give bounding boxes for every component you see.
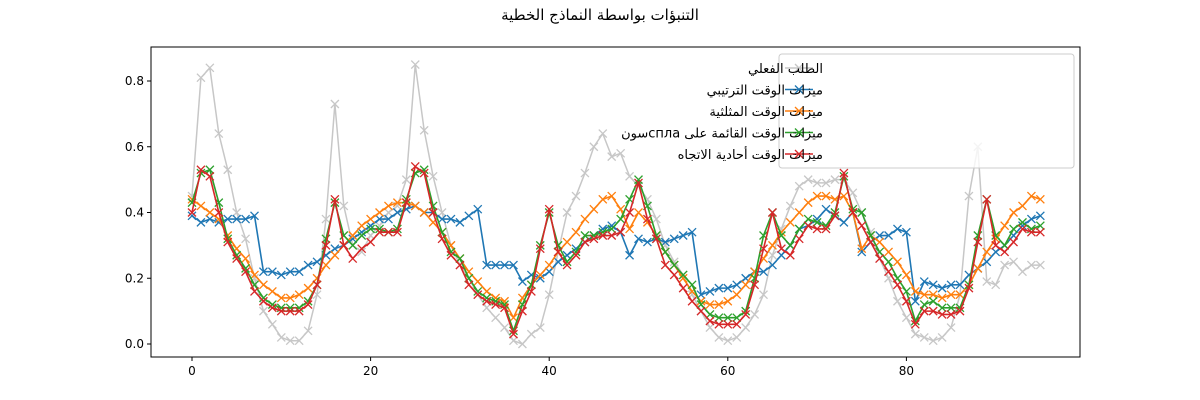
series-line-4 [187, 162, 1045, 339]
series-markers-3 [187, 165, 1045, 336]
x-tick-label: 40 [542, 364, 557, 378]
legend-item-2: ميزات الوقت المثلثية [709, 105, 823, 120]
series-layer [187, 60, 1045, 349]
legend-marker-icon [794, 128, 804, 137]
legend-marker-icon [794, 63, 804, 73]
legend-label: ميزات الوقت القائمة على сплаسون [621, 127, 823, 142]
legend-marker-icon [794, 85, 804, 94]
legend-label: الطلب الفعلي [748, 62, 823, 77]
plot-frame [150, 46, 1081, 358]
legend: الطلب الفعلي ميزات الوقت الترتيبي ميزات ال… [621, 53, 1075, 169]
legend-marker-icon [794, 106, 804, 116]
legend-box [778, 53, 1075, 169]
x-tick-label: 60 [720, 364, 735, 378]
y-tick-label: 0.8 [125, 74, 144, 88]
x-tick-label: 20 [363, 364, 378, 378]
x-tick-label: 80 [899, 364, 914, 378]
series-line-0 [187, 60, 1045, 349]
legend-label: ميزات الوقت الترتيبي [707, 84, 823, 99]
legend-item-4: ميزات الوقت أحادية الاتجاه [678, 146, 823, 163]
legend-item-1: ميزات الوقت الترتيبي [707, 84, 823, 99]
chart-title: التنبؤات بواسطة النماذج الخطية [501, 6, 699, 24]
legend-marker-icon [794, 149, 804, 159]
legend-label: ميزات الوقت المثلثية [709, 105, 823, 120]
series-line-1 [187, 201, 1045, 306]
legend-item-0: الطلب الفعلي [748, 62, 823, 77]
x-tick-label: 0 [188, 364, 196, 378]
y-tick-label: 0.0 [125, 337, 144, 351]
legend-label: ميزات الوقت أحادية الاتجاه [678, 146, 823, 163]
series-markers-0 [187, 60, 1045, 349]
series-markers-1 [187, 201, 1045, 306]
series-markers-4 [187, 162, 1045, 339]
y-tick-label: 0.2 [125, 271, 144, 285]
series-line-2 [187, 191, 1045, 323]
y-tick-label: 0.4 [125, 206, 144, 220]
y-tick-label: 0.6 [125, 140, 144, 154]
plot-axes: 0 20 40 60 80 0.0 0.2 0.4 0.6 0.8 [125, 46, 1081, 378]
series-line-3 [187, 165, 1045, 336]
legend-item-3: ميزات الوقت القائمة على сплаسون [621, 127, 823, 142]
